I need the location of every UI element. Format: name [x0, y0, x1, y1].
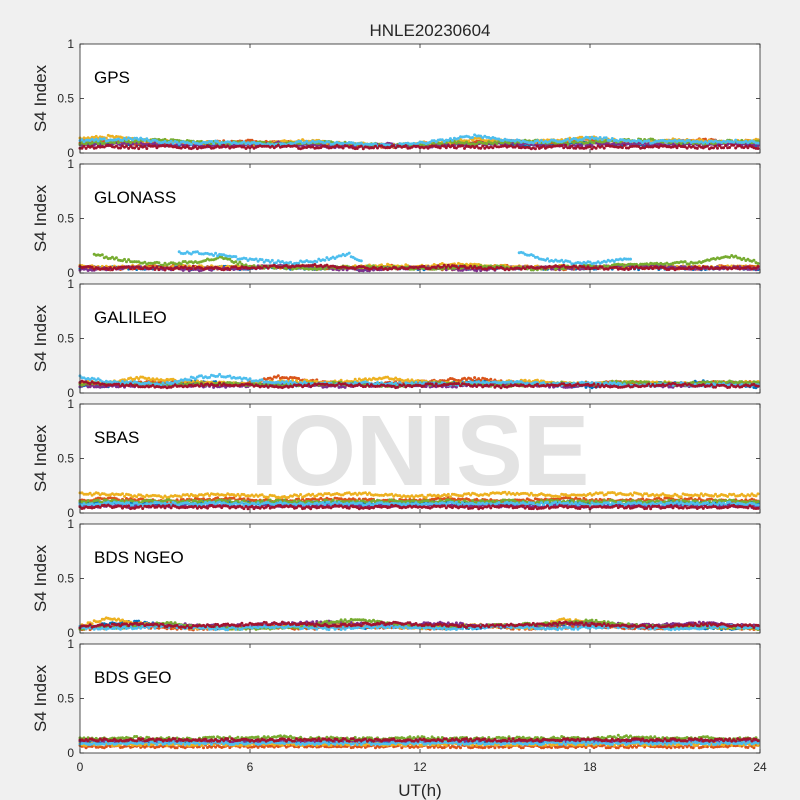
data-point — [102, 137, 106, 141]
data-point — [214, 251, 218, 255]
data-point — [234, 255, 238, 259]
data-point — [151, 265, 155, 269]
data-point — [189, 267, 193, 271]
data-point — [359, 144, 363, 148]
y-tick-label: 0.5 — [57, 212, 74, 226]
data-point — [564, 143, 568, 147]
data-point — [598, 136, 602, 139]
data-point — [191, 264, 195, 268]
figure-title: HNLE20230604 — [370, 21, 491, 40]
data-point — [228, 268, 232, 272]
data-point — [404, 144, 408, 148]
data-point — [576, 266, 580, 270]
data-point — [647, 139, 651, 143]
data-point — [438, 146, 442, 150]
data-point — [341, 146, 345, 150]
data-point — [114, 256, 118, 260]
data-point — [683, 260, 687, 264]
data-point — [695, 146, 699, 150]
data-point — [546, 257, 549, 261]
data-point — [699, 267, 703, 271]
data-point — [675, 146, 679, 150]
plot-area — [80, 284, 760, 393]
data-point — [471, 136, 475, 139]
panel-label: GPS — [94, 68, 130, 87]
data-point — [289, 260, 292, 264]
data-point — [600, 265, 604, 269]
data-point — [756, 262, 760, 265]
y-tick-label: 1 — [67, 37, 74, 51]
data-point — [315, 260, 319, 264]
data-point — [145, 147, 149, 150]
data-point — [108, 266, 112, 269]
data-point — [234, 260, 238, 264]
data-point — [270, 258, 274, 262]
data-point — [716, 146, 719, 150]
data-point — [112, 141, 116, 145]
data-point — [327, 140, 331, 144]
plot-area — [80, 164, 760, 273]
data-point — [604, 136, 608, 140]
data-point — [212, 142, 216, 146]
data-point — [323, 258, 327, 262]
data-point — [157, 268, 161, 272]
plot-area — [80, 44, 760, 153]
data-point — [276, 374, 280, 378]
data-point — [533, 147, 537, 151]
data-point — [347, 251, 351, 255]
data-point — [260, 258, 264, 262]
data-point — [756, 141, 760, 145]
data-point — [562, 146, 566, 150]
data-point — [592, 141, 596, 145]
y-tick-label: 1 — [67, 157, 74, 171]
data-point — [189, 142, 193, 146]
data-point — [732, 143, 736, 147]
data-point — [566, 137, 570, 141]
data-point — [179, 262, 183, 266]
data-point — [728, 146, 732, 149]
y-tick-label: 0.5 — [57, 92, 74, 106]
data-point — [622, 143, 626, 147]
data-point — [157, 261, 161, 265]
data-point — [123, 257, 126, 261]
y-axis-label: S4 Index — [31, 184, 50, 252]
data-point — [359, 259, 363, 263]
data-point — [100, 253, 104, 257]
data-point — [602, 146, 606, 150]
data-point — [756, 147, 760, 150]
data-point — [752, 258, 756, 262]
data-point — [629, 257, 632, 261]
data-point — [756, 265, 760, 268]
data-point — [323, 267, 327, 271]
data-point — [135, 144, 139, 148]
data-point — [461, 144, 464, 148]
y-axis-label: S4 Index — [31, 64, 50, 132]
panel-label: GLONASS — [94, 188, 176, 207]
data-point — [705, 144, 709, 148]
data-point — [254, 257, 258, 261]
